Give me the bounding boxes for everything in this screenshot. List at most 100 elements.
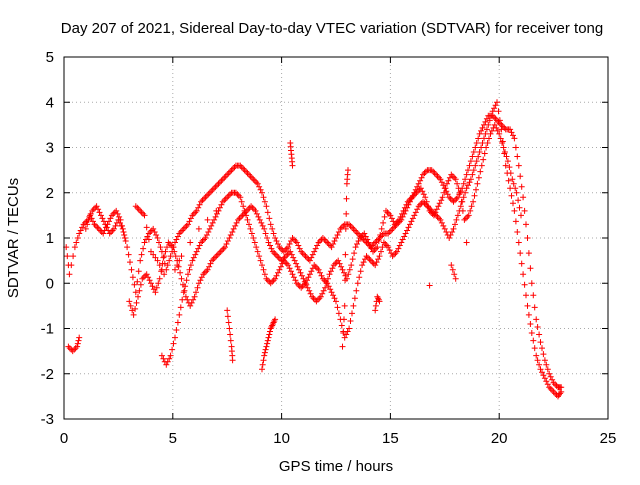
data-point xyxy=(71,346,78,353)
data-point xyxy=(478,162,485,169)
data-point xyxy=(192,209,199,216)
y-tick-label: 0 xyxy=(46,275,54,292)
data-point xyxy=(510,180,517,187)
data-point xyxy=(202,235,209,241)
data-point xyxy=(136,287,143,294)
data-point xyxy=(403,201,410,208)
data-point xyxy=(512,185,519,192)
data-point xyxy=(315,239,322,246)
data-point xyxy=(459,207,466,214)
data-point xyxy=(92,204,99,211)
data-point xyxy=(471,192,478,199)
data-point xyxy=(271,250,278,257)
data-point xyxy=(272,251,279,258)
data-point xyxy=(306,271,313,278)
data-point xyxy=(511,207,518,214)
data-point xyxy=(216,250,223,257)
data-point xyxy=(188,299,195,306)
data-point xyxy=(342,277,349,284)
data-point xyxy=(515,162,522,169)
data-point xyxy=(193,289,199,296)
data-point xyxy=(437,216,444,223)
data-point xyxy=(314,265,321,272)
data-point xyxy=(328,244,335,251)
data-point xyxy=(334,232,341,238)
data-point xyxy=(222,244,228,251)
data-point xyxy=(219,198,226,205)
data-point xyxy=(226,325,233,332)
data-point xyxy=(408,218,415,225)
data-point xyxy=(398,239,405,246)
data-point xyxy=(473,140,480,146)
data-point xyxy=(351,295,358,302)
data-point xyxy=(345,167,351,174)
data-point xyxy=(309,293,316,300)
data-point xyxy=(298,284,305,291)
data-point xyxy=(211,185,218,192)
data-point xyxy=(312,245,319,252)
data-point xyxy=(517,173,524,180)
data-point xyxy=(93,203,100,210)
data-point xyxy=(322,238,329,244)
data-point xyxy=(119,222,125,229)
data-point xyxy=(264,340,271,347)
data-point xyxy=(536,331,543,338)
data-point xyxy=(347,318,354,324)
data-point xyxy=(473,186,479,193)
data-point xyxy=(129,307,136,314)
data-point xyxy=(454,180,461,187)
data-point xyxy=(137,257,144,264)
data-point xyxy=(500,144,507,151)
data-point xyxy=(305,256,312,263)
data-point xyxy=(270,277,277,284)
data-point xyxy=(273,238,280,244)
data-point xyxy=(482,118,489,125)
data-point xyxy=(484,140,491,146)
data-point xyxy=(515,197,522,204)
data-point xyxy=(331,238,338,244)
data-point xyxy=(178,253,185,260)
data-point xyxy=(451,174,458,181)
data-point xyxy=(356,274,363,281)
data-point xyxy=(476,130,483,137)
data-point xyxy=(375,295,382,302)
data-point xyxy=(445,177,452,184)
data-point xyxy=(237,194,244,201)
data-point xyxy=(158,266,165,273)
data-point xyxy=(138,251,145,258)
data-point xyxy=(521,207,528,214)
data-point xyxy=(240,165,247,172)
data-point xyxy=(314,242,321,249)
data-point xyxy=(462,176,469,183)
data-point xyxy=(321,236,328,243)
data-point xyxy=(244,216,251,223)
data-point xyxy=(438,219,445,226)
data-point xyxy=(206,225,213,232)
data-point xyxy=(224,194,231,201)
data-point xyxy=(373,259,380,266)
data-point xyxy=(269,278,276,285)
data-point xyxy=(510,132,516,139)
data-point xyxy=(91,221,98,228)
data-point xyxy=(254,248,261,255)
data-point xyxy=(240,203,247,210)
data-point xyxy=(441,225,448,232)
data-point xyxy=(346,325,353,332)
data-point xyxy=(229,357,236,364)
data-point xyxy=(467,176,474,183)
data-point xyxy=(518,183,525,190)
data-point xyxy=(218,201,225,208)
data-point xyxy=(515,239,522,246)
data-point xyxy=(443,229,450,235)
data-point xyxy=(66,271,73,278)
data-point xyxy=(546,384,553,391)
data-point xyxy=(141,239,148,246)
data-point xyxy=(466,179,473,186)
data-point xyxy=(209,219,216,226)
data-point xyxy=(250,235,257,241)
data-points xyxy=(63,99,565,400)
data-point xyxy=(125,251,132,258)
data-point xyxy=(224,307,231,314)
data-point xyxy=(469,171,476,178)
data-point xyxy=(251,239,258,246)
